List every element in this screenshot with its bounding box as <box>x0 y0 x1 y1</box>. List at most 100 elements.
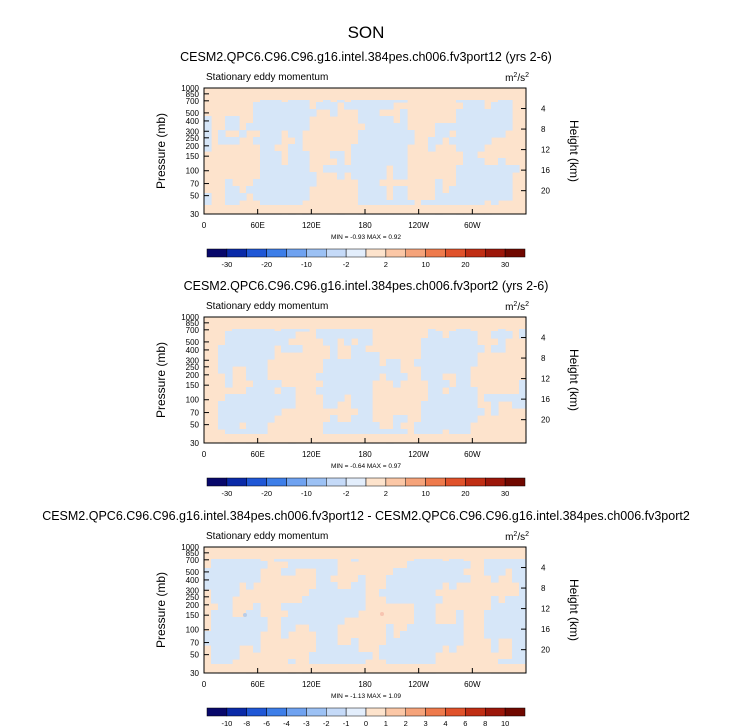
field-negative-cell <box>337 158 345 166</box>
field-negative-cell <box>239 130 247 138</box>
field-negative-cell <box>519 568 527 576</box>
field-negative-cell <box>498 345 506 353</box>
y-tick-label: 250 <box>186 134 200 143</box>
field-negative-cell <box>491 624 499 632</box>
x-tick-label: 120E <box>302 680 321 689</box>
field-negative-cell <box>351 158 359 166</box>
colorbar-label: 1 <box>384 719 388 727</box>
field-negative-cell <box>260 624 268 632</box>
field-negative-cell <box>435 638 443 646</box>
field-negative-cell <box>218 652 226 660</box>
field-negative-cell <box>351 422 359 430</box>
colorbar-label: -10 <box>301 260 312 269</box>
field-negative-cell <box>225 373 233 381</box>
field-negative-cell <box>435 415 443 423</box>
y-right-tick-label: 8 <box>541 125 546 134</box>
field-negative-cell <box>358 429 366 437</box>
field-negative-cell <box>260 123 268 131</box>
field-negative-cell <box>379 151 387 159</box>
field-negative-cell <box>519 596 527 604</box>
field-negative-cell <box>316 582 324 590</box>
field-negative-cell <box>372 172 380 180</box>
field-negative-cell <box>435 429 443 437</box>
field-negative-cell <box>267 352 275 360</box>
field-negative-cell <box>225 659 233 667</box>
field-negative-cell <box>393 645 401 653</box>
field-negative-cell <box>470 137 478 145</box>
field-negative-cell <box>463 151 471 159</box>
field-negative-cell <box>232 617 240 625</box>
field-negative-cell <box>505 617 513 625</box>
field-negative-cell <box>330 401 338 409</box>
field-negative-cell <box>456 130 464 138</box>
field-negative-cell <box>358 401 366 409</box>
field-negative-cell <box>414 596 422 604</box>
field-negative-cell <box>330 561 338 569</box>
field-negative-cell <box>463 179 471 187</box>
field-negative-cell <box>435 331 443 339</box>
field-negative-cell <box>505 610 513 618</box>
field-negative-cell <box>428 352 436 360</box>
field-negative-cell <box>442 380 450 388</box>
colorbar-swatch <box>485 248 506 258</box>
field-negative-cell <box>253 408 261 416</box>
field-negative-cell <box>253 561 261 569</box>
colorbar-label: 20 <box>461 489 469 498</box>
field-negative-cell <box>260 137 268 145</box>
field-negative-cell <box>365 137 373 145</box>
field-negative-cell <box>456 387 464 395</box>
field-negative-cell <box>393 596 401 604</box>
field-negative-cell <box>470 331 478 339</box>
field-negative-cell <box>218 645 226 653</box>
panel-variable-label: Stationary eddy momentum <box>206 72 328 83</box>
field-negative-cell <box>414 568 422 576</box>
field-negative-cell <box>225 179 233 187</box>
colorbar-swatch <box>266 477 287 487</box>
field-negative-cell <box>218 408 226 416</box>
colorbar-swatch <box>445 248 466 258</box>
field-negative-cell <box>512 575 520 583</box>
field-negative-cell <box>428 394 436 402</box>
field-negative-cell <box>281 200 289 208</box>
field-negative-cell <box>232 415 240 423</box>
field-negative-cell <box>274 123 282 131</box>
field-negative-cell <box>463 123 471 131</box>
x-tick-label: 0 <box>202 680 207 689</box>
field-negative-cell <box>386 137 394 145</box>
min-max-stats: MIN = -0.64 MAX = 0.97 <box>331 463 401 470</box>
field-negative-cell <box>449 408 457 416</box>
field-negative-cell <box>323 631 331 639</box>
field-negative-cell <box>253 373 261 381</box>
field-negative-cell <box>274 401 282 409</box>
field-negative-cell <box>267 137 275 145</box>
panel-2: CESM2.QPC6.C96.C96.g16.intel.384pes.ch00… <box>154 279 581 498</box>
field-negative-cell <box>288 116 296 124</box>
field-negative-cell <box>253 380 261 388</box>
field-negative-cell <box>337 366 345 374</box>
field-negative-cell <box>379 186 387 194</box>
field-negative-cell <box>323 429 331 437</box>
field-negative-cell <box>512 394 520 402</box>
y-tick-label: 70 <box>190 409 199 418</box>
field-negative-cell <box>400 645 408 653</box>
field-negative-cell <box>316 617 324 625</box>
field-negative-cell <box>218 582 226 590</box>
field-negative-cell <box>372 429 380 437</box>
field-negative-cell <box>456 373 464 381</box>
field-negative-cell <box>498 193 506 201</box>
y-right-tick-label: 16 <box>541 625 550 634</box>
colorbar-label: -2 <box>343 489 350 498</box>
field-negative-cell <box>295 617 303 625</box>
field-negative-cell <box>463 109 471 117</box>
field-negative-cell <box>330 645 338 653</box>
field-negative-cell <box>449 387 457 395</box>
field-negative-cell <box>463 158 471 166</box>
field-negative-cell <box>365 373 373 381</box>
field-negative-cell <box>393 575 401 583</box>
field-negative-cell <box>421 366 429 374</box>
y-right-tick-label: 20 <box>541 646 550 655</box>
field-negative-cell <box>232 589 240 597</box>
field-negative-cell <box>421 582 429 590</box>
field-negative-cell <box>449 345 457 353</box>
